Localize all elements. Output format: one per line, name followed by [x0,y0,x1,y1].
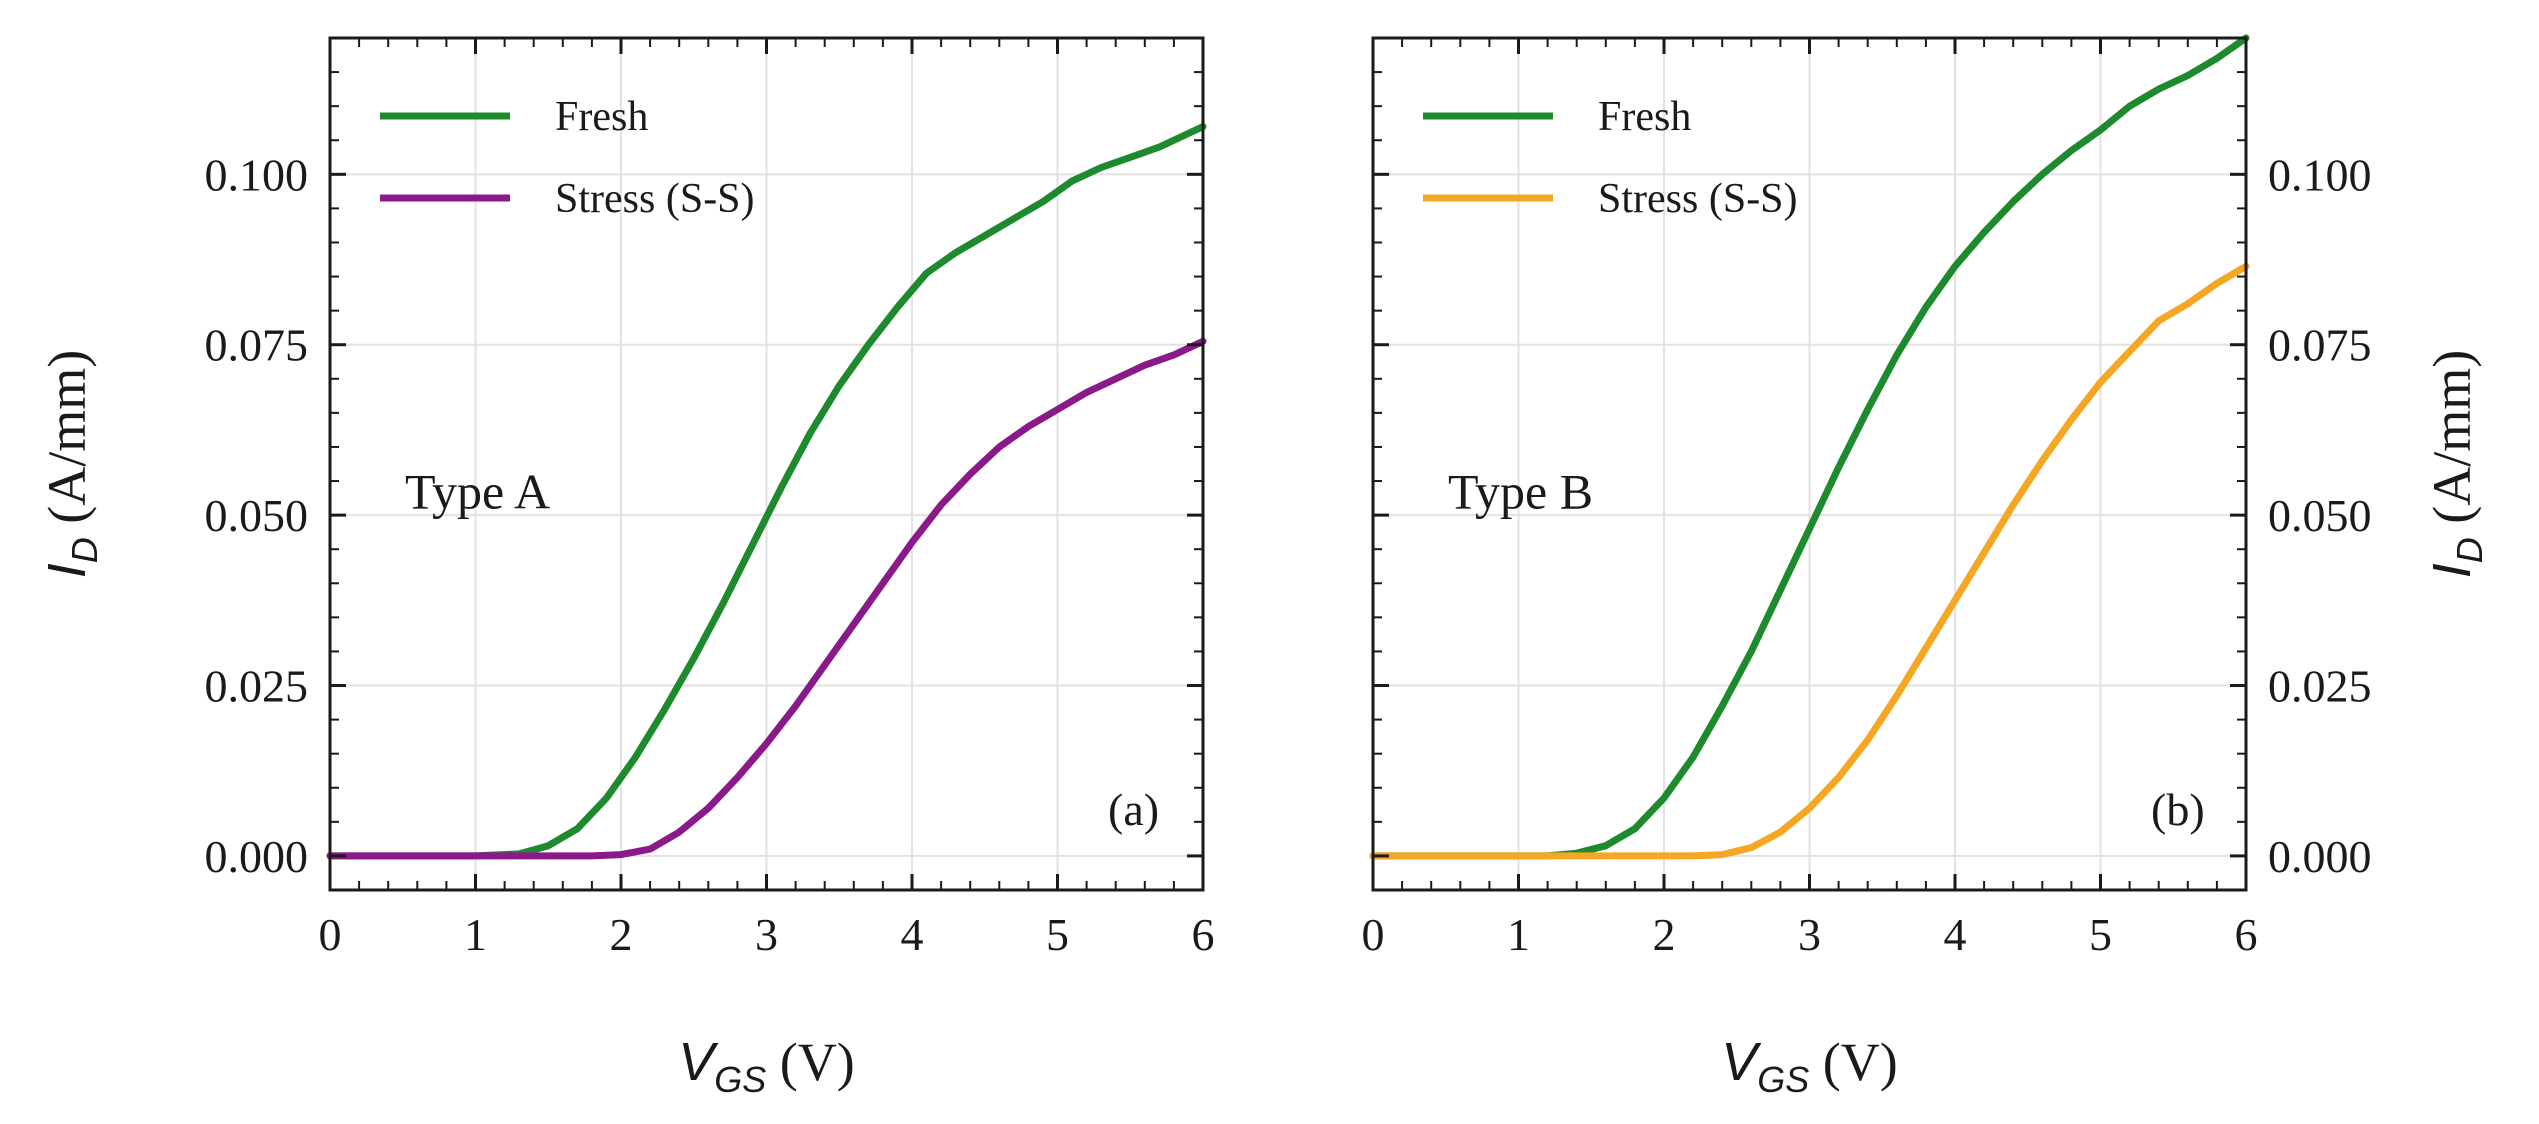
y-axis-title: ID (A/mm) [2422,350,2490,579]
panel-b: 0 1 2 3 4 5 60.000 0.025 0.050 0.075 0.100 VGS (V) I… [1362,34,2490,1100]
y-tick-label: 0.100 [205,149,309,200]
panel-label: (b) [2151,784,2205,835]
y-axis-symbol: I [2422,563,2482,578]
legend-label: Fresh [555,94,648,140]
y-axis-unit: (A/mm) [37,350,97,537]
x-axis-subscript: GS [1757,1059,1809,1100]
x-tick-label: 1 [464,909,487,960]
x-tick-label: 2 [1653,909,1676,960]
x-tick-label: 6 [1192,909,1215,960]
y-tick-label: 0.050 [2268,490,2372,541]
x-axis-symbol: V [678,1032,719,1092]
x-tick-label: 3 [1798,909,1821,960]
legend: Fresh Stress (S-S) [380,94,755,222]
y-axis-symbol: I [37,563,97,578]
x-tick-label: 0 [319,909,342,960]
panel-a: 0 1 2 3 4 5 6 0.000 0.025 0.050 0.075 0.100 VGS (V) I… [37,36,1215,1100]
legend: Fresh Stress (S-S) [1423,94,1798,222]
x-tick-label: 4 [901,909,924,960]
y-tick-label: 0.000 [2268,831,2372,882]
x-axis-subscript: GS [714,1059,766,1100]
x-tick-label: 5 [1046,909,1069,960]
y-axis-subscript: D [64,537,105,563]
series-line-stress-s-s- [1369,262,2250,860]
x-axis-symbol: V [1721,1032,1762,1092]
x-tick-label: 0 [1362,909,1385,960]
legend-label: Fresh [1598,94,1691,140]
x-axis-title: VGS (V) [1721,1032,1898,1100]
x-tick-label: 5 [2089,909,2112,960]
x-tick-label: 2 [610,909,633,960]
series-line-fresh [1369,34,2250,860]
y-tick-label: 0.075 [2268,320,2372,371]
series-line-stress-s-s- [326,337,1207,860]
x-tick-label: 1 [1507,909,1530,960]
y-tick-label: 0.100 [2268,149,2372,200]
x-axis-unit: (V) [1809,1032,1897,1092]
type-annotation: Type B [1448,463,1593,519]
y-tick-label: 0.025 [205,661,309,712]
x-tick-label: 6 [2235,909,2258,960]
x-tick-label: 3 [755,909,778,960]
x-axis-title: VGS (V) [678,1032,855,1100]
legend-label: Stress (S-S) [1598,176,1798,222]
y-tick-label: 0.075 [205,320,309,371]
y-tick-label: 0.025 [2268,661,2372,712]
legend-label: Stress (S-S) [555,176,755,222]
y-axis-unit: (A/mm) [2422,350,2482,537]
series-line-fresh [326,123,1207,860]
y-axis-subscript: D [2449,537,2490,563]
y-tick-label: 0.050 [205,490,309,541]
y-tick-label: 0.000 [205,831,309,882]
x-tick-label: 4 [1944,909,1967,960]
type-annotation: Type A [405,463,550,519]
y-axis-title: ID (A/mm) [37,350,105,579]
x-axis-unit: (V) [766,1032,854,1092]
panel-label: (a) [1108,784,1159,835]
